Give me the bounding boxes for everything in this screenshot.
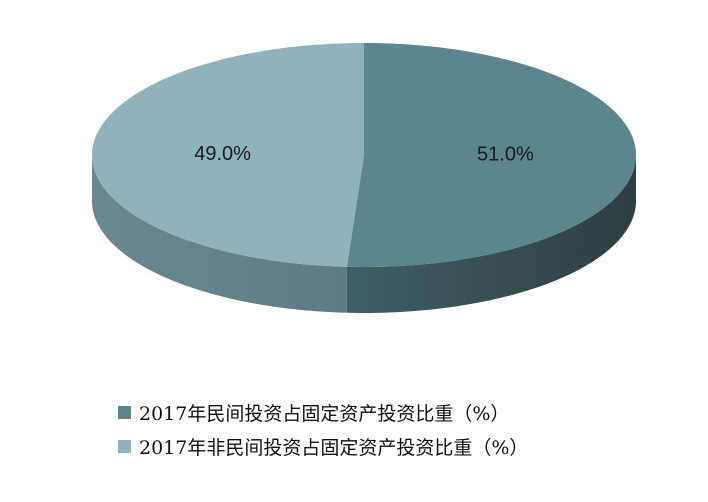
legend-swatch-private bbox=[118, 405, 131, 419]
legend-swatch-non-private bbox=[118, 439, 131, 453]
pie-sides bbox=[92, 155, 636, 313]
pie-side-private bbox=[346, 155, 636, 313]
legend-label-private: 2017年民间投资占固定资产投资比重（%） bbox=[139, 402, 510, 425]
pie-chart: 51.0% 49.0% bbox=[92, 43, 636, 313]
pie-labels: 51.0% 49.0% bbox=[194, 143, 534, 165]
pie-slice-private bbox=[346, 43, 636, 267]
legend-label-non-private: 2017年非民间投资占固定资产投资比重（%） bbox=[139, 436, 529, 459]
pie-slice-non-private bbox=[92, 43, 364, 267]
pie-tops bbox=[92, 43, 636, 267]
legend: 2017年民间投资占固定资产投资比重（%） 2017年非民间投资占固定资产投资比… bbox=[118, 398, 528, 466]
data-label-private: 51.0% bbox=[477, 143, 534, 165]
data-label-non-private: 49.0% bbox=[194, 143, 251, 165]
legend-item-non-private: 2017年非民间投资占固定资产投资比重（%） bbox=[118, 432, 528, 460]
legend-item-private: 2017年民间投资占固定资产投资比重（%） bbox=[118, 398, 528, 426]
pie-side-non-private bbox=[92, 155, 347, 313]
